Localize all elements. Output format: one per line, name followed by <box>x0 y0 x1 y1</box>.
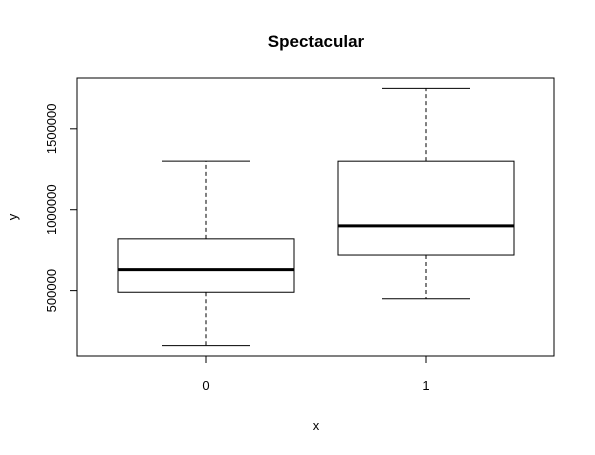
x-axis-title: x <box>313 418 320 433</box>
plot-frame <box>76 77 555 357</box>
x-tick-label-0: 0 <box>202 378 209 393</box>
box-group-0 <box>117 160 295 347</box>
y-axis-title: y <box>5 213 20 220</box>
y-tick-label-2: 1500000 <box>44 103 59 154</box>
boxes-layer <box>117 87 515 347</box>
x-tick-label-1: 1 <box>422 378 429 393</box>
y-tick-label-1: 1000000 <box>44 184 59 235</box>
chart-title: Spectacular <box>268 32 365 51</box>
box-0 <box>117 238 295 293</box>
y-tick-label-0: 500000 <box>44 269 59 312</box>
box-group-1 <box>337 87 515 300</box>
y-axis: 500000 1000000 1500000 <box>44 103 78 312</box>
box-1 <box>337 160 515 256</box>
